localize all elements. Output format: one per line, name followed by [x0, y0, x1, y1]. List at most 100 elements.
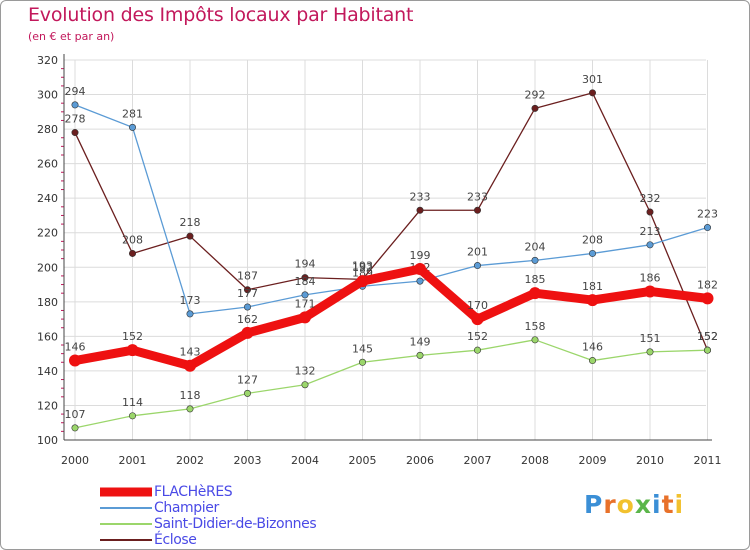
data-label-champier: 173 [180, 294, 201, 307]
data-point-saint-didier-de-bizonnes [703, 346, 711, 354]
logo-letter: x [634, 490, 652, 519]
data-label-champier: 294 [65, 85, 86, 98]
data-point-flacheres [126, 344, 139, 357]
data-label-saint-didier-de-bizonnes: 152 [697, 330, 718, 343]
data-point-champier [703, 224, 711, 232]
data-point-saint-didier-de-bizonnes [244, 389, 252, 397]
data-label-saint-didier-de-bizonnes: 114 [122, 396, 143, 409]
y-tick-label: 300 [37, 89, 58, 102]
data-point-eclose [646, 208, 654, 216]
x-tick-label: 2005 [349, 454, 377, 467]
data-point-champier [186, 310, 194, 318]
data-point-flacheres [356, 275, 369, 288]
data-point-flacheres [69, 354, 81, 367]
data-label-flacheres: 171 [295, 297, 316, 310]
logo-letter: r [603, 490, 617, 519]
data-point-flacheres [701, 292, 714, 305]
x-tick-label: 2009 [579, 454, 607, 467]
x-tick-label: 2001 [119, 454, 147, 467]
legend-label: Saint-Didier-de-Bizonnes [154, 516, 317, 532]
data-point-champier [244, 303, 252, 311]
proxiti-logo: Proxiti [584, 490, 684, 519]
x-tick-label: 2002 [176, 454, 204, 467]
data-label-flacheres: 170 [467, 299, 488, 312]
chart-title: Evolution des Impôts locaux par Habitant [28, 4, 414, 26]
y-tick-label: 260 [37, 158, 58, 171]
y-tick-label: 120 [37, 399, 58, 412]
data-point-eclose [301, 274, 309, 282]
data-point-eclose [416, 206, 424, 214]
x-tick-label: 2011 [694, 454, 722, 467]
data-point-flacheres [586, 294, 599, 307]
legend-swatch [100, 487, 152, 497]
chart-subtitle: (en € et par an) [28, 30, 115, 43]
x-tick-label: 2008 [521, 454, 549, 467]
data-label-saint-didier-de-bizonnes: 149 [410, 335, 431, 348]
data-point-eclose [531, 104, 539, 112]
data-point-saint-didier-de-bizonnes [588, 357, 596, 365]
x-tick-label: 2006 [406, 454, 434, 467]
data-label-eclose: 152 [697, 330, 718, 343]
data-label-eclose: 278 [65, 113, 86, 126]
data-point-champier [416, 277, 424, 285]
y-tick-label: 320 [37, 54, 58, 67]
data-point-champier [129, 123, 137, 131]
data-point-saint-didier-de-bizonnes [186, 405, 194, 413]
data-point-saint-didier-de-bizonnes [646, 348, 654, 356]
data-point-flacheres [299, 311, 311, 324]
data-label-flacheres: 186 [640, 271, 661, 284]
x-tick-label: 2003 [234, 454, 262, 467]
data-point-champier [473, 262, 481, 270]
data-label-saint-didier-de-bizonnes: 132 [295, 365, 316, 378]
data-label-eclose: 292 [525, 88, 546, 101]
data-point-saint-didier-de-bizonnes [531, 336, 539, 344]
data-label-champier: 281 [122, 107, 143, 120]
data-point-saint-didier-de-bizonnes [358, 358, 366, 366]
data-label-champier: 213 [640, 225, 661, 238]
data-point-saint-didier-de-bizonnes [473, 346, 481, 354]
data-label-flacheres: 162 [237, 313, 258, 326]
data-point-saint-didier-de-bizonnes [416, 351, 424, 359]
data-label-champier: 223 [697, 208, 718, 221]
y-tick-label: 100 [37, 434, 58, 447]
logo-letter: t [661, 490, 675, 519]
x-tick-label: 2000 [61, 454, 89, 467]
data-label-eclose: 233 [410, 190, 431, 203]
logo-letter: o [616, 490, 635, 519]
legend-label: Champier [154, 500, 219, 516]
data-point-saint-didier-de-bizonnes [71, 424, 79, 432]
data-label-flacheres: 199 [410, 249, 431, 262]
data-label-saint-didier-de-bizonnes: 107 [65, 408, 86, 421]
data-label-eclose: 193 [352, 259, 373, 272]
data-label-saint-didier-de-bizonnes: 152 [467, 330, 488, 343]
legend-swatch [100, 523, 152, 525]
legend-label: FLACHèRES [154, 484, 233, 500]
data-label-flacheres: 146 [65, 341, 86, 354]
logo-letter: i [674, 490, 685, 519]
data-label-eclose: 233 [467, 190, 488, 203]
data-label-flacheres: 152 [122, 330, 143, 343]
y-tick-label: 180 [37, 296, 58, 309]
data-label-eclose: 194 [295, 258, 316, 271]
data-point-eclose [588, 89, 596, 97]
legend-label: Éclose [154, 532, 197, 548]
data-label-champier: 208 [582, 233, 603, 246]
data-label-flacheres: 185 [525, 273, 546, 286]
data-point-eclose [129, 249, 137, 257]
legend-swatch [100, 539, 152, 541]
data-point-eclose [186, 232, 194, 240]
data-label-flacheres: 182 [697, 278, 718, 291]
data-label-eclose: 187 [237, 270, 258, 283]
y-tick-label: 140 [37, 365, 58, 378]
data-point-flacheres [529, 287, 541, 300]
data-point-champier [646, 241, 654, 249]
data-label-saint-didier-de-bizonnes: 158 [525, 320, 546, 333]
data-label-champier: 201 [467, 246, 488, 259]
data-point-saint-didier-de-bizonnes [301, 381, 309, 389]
data-label-saint-didier-de-bizonnes: 118 [180, 389, 201, 402]
data-label-saint-didier-de-bizonnes: 145 [352, 342, 373, 355]
data-label-flacheres: 143 [180, 346, 201, 359]
y-tick-label: 200 [37, 261, 58, 274]
data-point-champier [531, 256, 539, 264]
